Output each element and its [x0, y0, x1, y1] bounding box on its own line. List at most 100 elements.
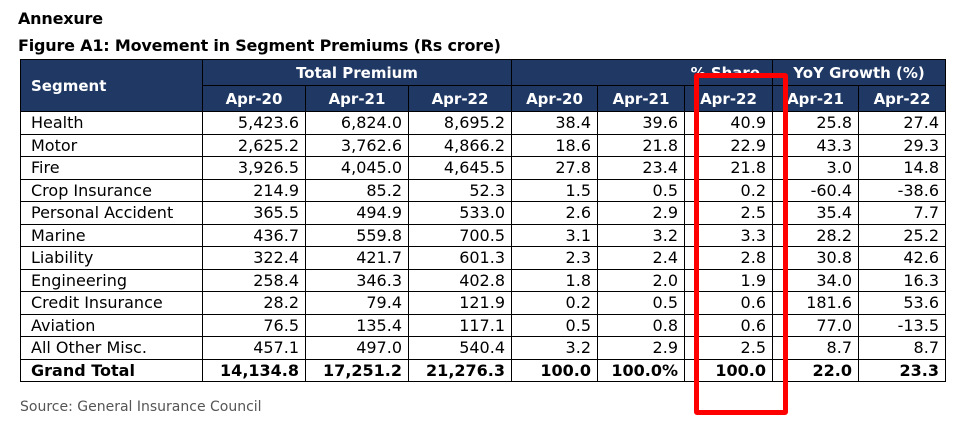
value-cell: 85.2: [305, 178, 409, 202]
subheader-premium-apr22: Apr-22: [408, 85, 512, 112]
segment-premium-table: Segment Total Premium % Share YoY Growth…: [20, 59, 946, 382]
table-row: Personal Accident 365.5 494.9 533.0 2.6 2.9 2.…: [20, 201, 946, 225]
value-cell: 79.4: [305, 291, 409, 315]
value-cell: 16.3: [858, 268, 946, 292]
value-cell: 3.2: [597, 223, 685, 247]
segment-name-cell: Personal Accident: [20, 201, 203, 225]
value-cell: 17,251.2: [305, 358, 409, 382]
value-cell: 0.2: [511, 291, 598, 315]
value-cell: 52.3: [408, 178, 512, 202]
value-cell: 494.9: [305, 201, 409, 225]
value-cell: 22.9: [684, 133, 773, 157]
share-header: % Share: [511, 59, 773, 86]
value-cell: 2.3: [511, 246, 598, 270]
value-cell: 34.0: [772, 268, 859, 292]
value-cell: 457.1: [202, 336, 306, 360]
value-cell: 22.0: [772, 358, 859, 382]
segment-name-cell: Credit Insurance: [20, 291, 203, 315]
grand-total-row: Grand Total 14,134.8 17,251.2 21,276.3 100.0…: [20, 358, 946, 382]
value-cell: 43.3: [772, 133, 859, 157]
subheader-share-apr21: Apr-21: [597, 85, 685, 112]
value-cell: 346.3: [305, 268, 409, 292]
subheader-share-apr20: Apr-20: [511, 85, 598, 112]
value-cell: 53.6: [858, 291, 946, 315]
value-cell: 2,625.2: [202, 133, 306, 157]
value-cell: 100.0: [511, 358, 598, 382]
table-row: Fire 3,926.5 4,045.0 4,645.5 27.8 23.4 21.8 3.0…: [20, 156, 946, 180]
value-cell: 27.8: [511, 156, 598, 180]
value-cell: 29.3: [858, 133, 946, 157]
segment-name-cell: Marine: [20, 223, 203, 247]
table-body: Health 5,423.6 6,824.0 8,695.2 38.4 39.6 40.9 2…: [20, 111, 946, 382]
value-cell: 540.4: [408, 336, 512, 360]
subheader-premium-apr20: Apr-20: [202, 85, 306, 112]
table-row: Crop Insurance 214.9 85.2 52.3 1.5 0.5 0.2 -60.…: [20, 178, 946, 202]
value-cell: 601.3: [408, 246, 512, 270]
value-cell: -60.4: [772, 178, 859, 202]
value-cell: 1.8: [511, 268, 598, 292]
value-cell: 700.5: [408, 223, 512, 247]
value-cell: 6,824.0: [305, 111, 409, 135]
value-cell: 2.0: [597, 268, 685, 292]
value-cell: 40.9: [684, 111, 773, 135]
table-row: Aviation 76.5 135.4 117.1 0.5 0.8 0.6 77.0 -13.5: [20, 313, 946, 337]
value-cell: 8.7: [858, 336, 946, 360]
value-cell: 4,866.2: [408, 133, 512, 157]
value-cell: 258.4: [202, 268, 306, 292]
value-cell: 135.4: [305, 313, 409, 337]
value-cell: 0.8: [597, 313, 685, 337]
value-cell: 1.5: [511, 178, 598, 202]
table-row: All Other Misc. 457.1 497.0 540.4 3.2 2.9 2.5 8…: [20, 336, 946, 360]
value-cell: 0.6: [684, 313, 773, 337]
value-cell: 14,134.8: [202, 358, 306, 382]
table-row: Motor 2,625.2 3,762.6 4,866.2 18.6 21.8 22.9 43…: [20, 133, 946, 157]
value-cell: 27.4: [858, 111, 946, 135]
value-cell: 100.0: [684, 358, 773, 382]
value-cell: 402.8: [408, 268, 512, 292]
value-cell: 2.9: [597, 336, 685, 360]
segment-name-cell: Fire: [20, 156, 203, 180]
value-cell: 7.7: [858, 201, 946, 225]
value-cell: 3.1: [511, 223, 598, 247]
value-cell: 181.6: [772, 291, 859, 315]
value-cell: 100.0%: [597, 358, 685, 382]
value-cell: 436.7: [202, 223, 306, 247]
segment-name-cell: All Other Misc.: [20, 336, 203, 360]
segment-name-cell: Health: [20, 111, 203, 135]
segment-name-cell: Crop Insurance: [20, 178, 203, 202]
value-cell: 21.8: [684, 156, 773, 180]
value-cell: 2.6: [511, 201, 598, 225]
value-cell: 3.2: [511, 336, 598, 360]
segment-header: Segment: [20, 59, 203, 112]
value-cell: 4,645.5: [408, 156, 512, 180]
value-cell: 28.2: [772, 223, 859, 247]
header-group-row: Segment Total Premium % Share YoY Growth…: [20, 59, 946, 112]
value-cell: 497.0: [305, 336, 409, 360]
value-cell: 3.0: [772, 156, 859, 180]
value-cell: 23.4: [597, 156, 685, 180]
segment-name-cell: Aviation: [20, 313, 203, 337]
value-cell: 8,695.2: [408, 111, 512, 135]
segment-name-cell: Grand Total: [20, 358, 203, 382]
value-cell: 4,045.0: [305, 156, 409, 180]
segment-name-cell: Liability: [20, 246, 203, 270]
table-row: Credit Insurance 28.2 79.4 121.9 0.2 0.5 0.6 18…: [20, 291, 946, 315]
value-cell: -13.5: [858, 313, 946, 337]
value-cell: 3,762.6: [305, 133, 409, 157]
value-cell: 2.4: [597, 246, 685, 270]
value-cell: 0.5: [511, 313, 598, 337]
value-cell: 121.9: [408, 291, 512, 315]
value-cell: 28.2: [202, 291, 306, 315]
value-cell: 0.5: [597, 178, 685, 202]
value-cell: 2.5: [684, 201, 773, 225]
value-cell: 23.3: [858, 358, 946, 382]
table-row: Liability 322.4 421.7 601.3 2.3 2.4 2.8 30.8 42.…: [20, 246, 946, 270]
segment-name-cell: Engineering: [20, 268, 203, 292]
figure-title: Figure A1: Movement in Segment Premiums …: [18, 36, 501, 55]
highlight-box: [694, 73, 788, 415]
value-cell: 559.8: [305, 223, 409, 247]
value-cell: 25.8: [772, 111, 859, 135]
source-note: Source: General Insurance Council: [20, 399, 262, 415]
value-cell: 533.0: [408, 201, 512, 225]
value-cell: 3.3: [684, 223, 773, 247]
